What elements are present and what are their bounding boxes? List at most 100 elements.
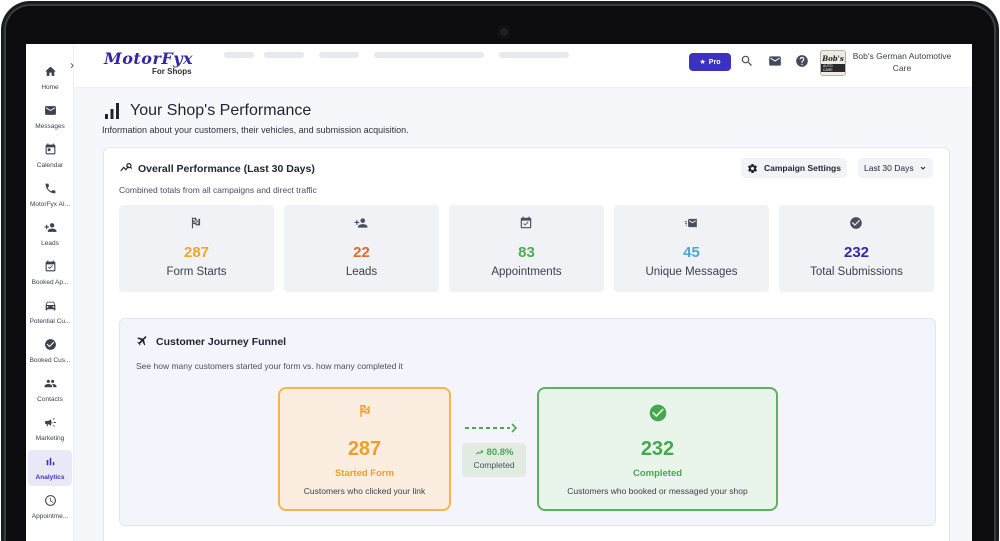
sidebar-expand-icon[interactable]: ›: [70, 58, 74, 72]
sidebar-item-contacts[interactable]: Contacts: [28, 372, 72, 408]
stat-label: Appointments: [491, 266, 562, 278]
person-add-icon: [44, 223, 56, 232]
mail-fast-icon: [684, 216, 698, 230]
car-icon: [45, 301, 55, 311]
calendar-icon: [45, 143, 55, 155]
faded-header-link: [499, 52, 569, 58]
sidebar-item-potential-customers[interactable]: Potential Cu...: [28, 294, 72, 330]
sidebar-item-messages[interactable]: Messages: [28, 99, 72, 135]
check-circle-icon: [539, 403, 776, 423]
conversion-rate-badge: 80.8% Completed: [462, 443, 526, 477]
sidebar-item-marketing[interactable]: Marketing: [28, 411, 72, 447]
stat-label: Form Starts: [166, 266, 227, 278]
conversion-rate-value: 80.8%: [486, 447, 514, 458]
help-icon[interactable]: [795, 54, 809, 68]
check-circle-icon: [44, 339, 56, 350]
shop-name[interactable]: Bob's German Automotive Care: [852, 51, 952, 73]
stat-appointments: 83 Appointments: [449, 205, 604, 292]
overall-performance-card: Overall Performance (Last 30 Days) Combi…: [103, 147, 950, 541]
sidebar-item-label: Calendar: [36, 162, 64, 169]
shop-logo-subtext: AUTO CARE: [821, 64, 845, 72]
stat-value: 287: [183, 244, 210, 261]
sidebar: › Home Messages Calendar MotorFyx AI... …: [26, 44, 74, 541]
sidebar-item-leads[interactable]: Leads: [28, 216, 72, 252]
funnel-completed-box: 232 Completed Customers who booked or me…: [537, 387, 778, 511]
sidebar-item-label: Booked Cus...: [29, 357, 71, 364]
funnel-started-description: Customers who clicked your link: [303, 486, 426, 496]
phone-icon: [45, 183, 55, 194]
faded-header-link: [319, 52, 359, 58]
sidebar-item-label: Marketing: [35, 435, 65, 442]
shop-logo-text: Bob's: [822, 54, 844, 63]
mail-icon[interactable]: [768, 54, 782, 68]
card-subtitle: Combined totals from all campaigns and d…: [119, 185, 317, 195]
check-circle-icon: [849, 216, 863, 230]
customer-journey-funnel: Customer Journey Funnel See how many cus…: [119, 318, 936, 526]
sidebar-item-label: Booked Ap...: [31, 279, 69, 286]
stat-value: 83: [518, 244, 535, 261]
conversion-rate-label: Completed: [473, 460, 515, 470]
sidebar-item-analytics[interactable]: Analytics: [28, 450, 72, 486]
bar-chart-icon: [105, 103, 119, 119]
pro-button-label: Pro: [708, 58, 721, 66]
pro-button[interactable]: ★ Pro: [689, 53, 731, 71]
sidebar-item-booked-appointments[interactable]: Booked Ap...: [28, 255, 72, 291]
funnel-started-value: 287: [347, 438, 382, 460]
funnel-title: Customer Journey Funnel: [156, 336, 287, 348]
top-header: MotorFyx For Shops ★ Pro Bob's AUTO CARE…: [74, 44, 972, 88]
search-icon[interactable]: [740, 54, 754, 68]
sidebar-item-calendar[interactable]: Calendar: [28, 138, 72, 174]
shop-logo[interactable]: Bob's AUTO CARE: [820, 50, 846, 76]
app-logo[interactable]: MotorFyx: [104, 49, 194, 68]
trend-search-icon: [120, 163, 133, 172]
home-icon: [44, 66, 56, 76]
bar-chart-icon: [46, 457, 54, 466]
camera-icon: [497, 25, 511, 39]
app-screen: › Home Messages Calendar MotorFyx AI... …: [26, 44, 972, 541]
funnel-subtitle: See how many customers started your form…: [136, 361, 403, 371]
faded-header-link: [224, 52, 254, 58]
stat-total-submissions: 232 Total Submissions: [779, 205, 934, 292]
funnel-started-label: Started Form: [334, 468, 395, 479]
stat-leads: 22 Leads: [284, 205, 439, 292]
funnel-completed-value: 232: [640, 438, 675, 460]
gear-icon: [747, 163, 758, 173]
funnel-completed-description: Customers who booked or messaged your sh…: [567, 486, 748, 496]
star-icon: ★: [699, 59, 706, 66]
calendar-check-icon: [45, 260, 55, 272]
sidebar-item-label: Appointme...: [31, 513, 69, 520]
campaign-settings-label: Campaign Settings: [764, 163, 841, 173]
mail-icon: [44, 106, 56, 115]
date-range-select[interactable]: Last 30 Days: [858, 158, 933, 178]
sidebar-item-motorfyx-ai[interactable]: MotorFyx AI...: [28, 177, 72, 213]
people-icon: [44, 379, 56, 388]
funnel-completed-label: Completed: [632, 468, 683, 479]
date-range-value: Last 30 Days: [864, 163, 914, 173]
stat-value: 22: [353, 244, 370, 261]
megaphone-icon: [44, 417, 56, 427]
sidebar-item-label: Potential Cu...: [29, 318, 71, 325]
flag-icon: [189, 216, 203, 230]
sidebar-item-label: Analytics: [35, 474, 65, 481]
person-add-icon: [354, 216, 368, 230]
airplane-icon: [137, 336, 147, 346]
sidebar-item-appointments[interactable]: Appointme...: [28, 489, 72, 525]
calendar-check-icon: [519, 216, 533, 230]
sidebar-item-label: Messages: [35, 123, 65, 130]
sidebar-item-label: Home: [41, 84, 59, 91]
sidebar-item-home[interactable]: Home: [28, 60, 72, 96]
stat-value: 45: [683, 244, 700, 261]
card-title: Overall Performance (Last 30 Days): [138, 163, 315, 175]
sidebar-item-label: Contacts: [37, 396, 63, 403]
campaign-settings-button[interactable]: Campaign Settings: [741, 158, 847, 178]
page-subtitle: Information about your customers, their …: [102, 125, 409, 135]
faded-header-link: [374, 52, 484, 58]
sidebar-item-booked-customers[interactable]: Booked Cus...: [28, 333, 72, 369]
faded-header-link: [264, 52, 304, 58]
sidebar-item-label: MotorFyx AI...: [29, 201, 71, 208]
stat-unique-messages: 45 Unique Messages: [614, 205, 769, 292]
stat-label: Leads: [345, 266, 378, 278]
funnel-started-box: 287 Started Form Customers who clicked y…: [278, 387, 451, 511]
conversion-rate: 80.8%: [462, 447, 526, 458]
trending-up-icon: [475, 450, 483, 455]
